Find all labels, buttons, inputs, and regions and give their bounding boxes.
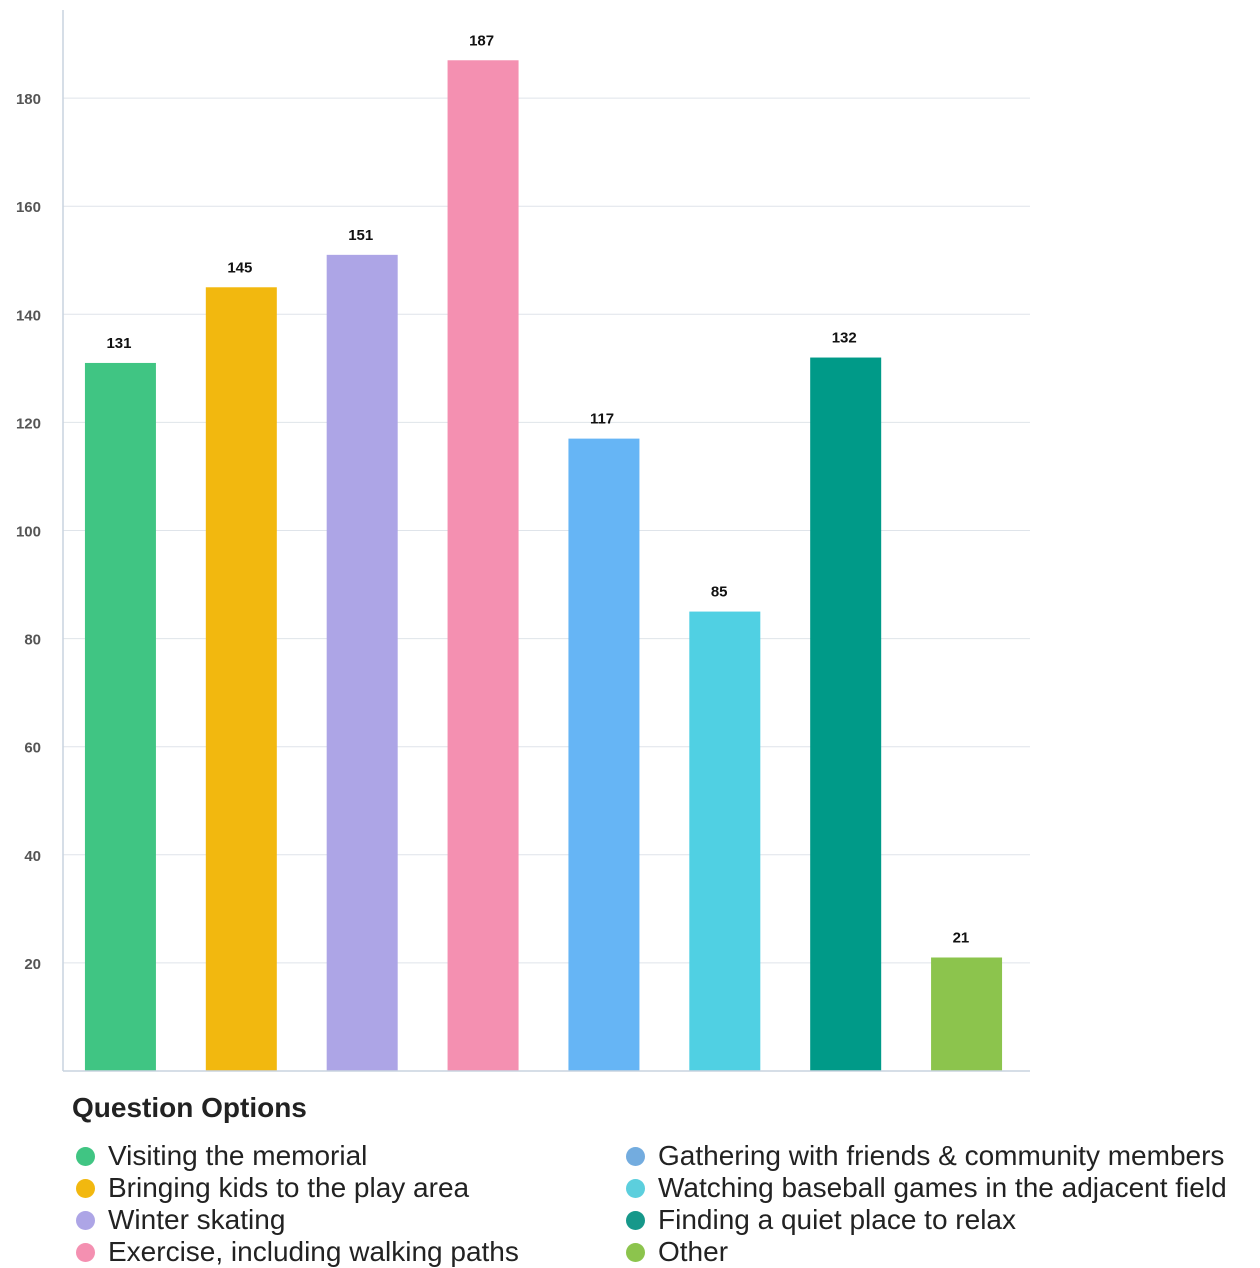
bar xyxy=(689,611,761,1071)
legend-dot-icon xyxy=(626,1242,645,1262)
bar xyxy=(84,362,156,1071)
bar xyxy=(931,957,1003,1071)
data-labels: 131 145 151 187 117 85 132 21 xyxy=(106,32,969,946)
y-tick-label: 120 xyxy=(16,415,41,432)
data-label: 85 xyxy=(711,584,728,601)
legend-dot-icon xyxy=(76,1146,95,1166)
data-label: 151 xyxy=(348,227,373,244)
y-tick-label: 40 xyxy=(24,848,41,865)
legend-item[interactable]: Exercise, including walking paths xyxy=(76,1236,519,1268)
data-label: 187 xyxy=(469,32,494,49)
legend-item[interactable]: Gathering with friends & community membe… xyxy=(626,1140,1227,1172)
legend-dot-icon xyxy=(626,1210,645,1230)
legend-dot-icon xyxy=(626,1178,645,1198)
bar xyxy=(447,60,519,1071)
y-tick-label: 100 xyxy=(16,524,41,541)
legend-item[interactable]: Other xyxy=(626,1236,1227,1268)
y-tick-label: 140 xyxy=(16,307,41,324)
y-tick-label: 60 xyxy=(24,740,41,757)
data-label: 145 xyxy=(227,259,252,276)
bar xyxy=(326,254,398,1072)
legend-dot-icon xyxy=(626,1146,645,1166)
data-label: 131 xyxy=(106,335,131,352)
bar xyxy=(810,357,882,1071)
legend-label: Exercise, including walking paths xyxy=(108,1236,519,1267)
legend-column-left: Visiting the memorial Bringing kids to th… xyxy=(76,1140,519,1268)
y-tick-label: 180 xyxy=(16,91,41,108)
legend-title: Question Options xyxy=(72,1092,307,1123)
legend-label: Bringing kids to the play area xyxy=(108,1172,470,1203)
data-label: 117 xyxy=(590,411,614,428)
y-tick-label: 20 xyxy=(24,956,41,973)
bar xyxy=(205,287,277,1071)
legend-label: Watching baseball games in the adjacent … xyxy=(658,1172,1227,1203)
legend-label: Finding a quiet place to relax xyxy=(658,1204,1016,1235)
legend-label: Other xyxy=(658,1236,729,1267)
bar xyxy=(568,438,640,1071)
data-label: 132 xyxy=(832,330,857,347)
y-tick-label: 80 xyxy=(24,632,41,649)
legend-column-right: Gathering with friends & community membe… xyxy=(626,1140,1227,1268)
legend-item[interactable]: Bringing kids to the play area xyxy=(76,1172,519,1204)
legend-item[interactable]: Watching baseball games in the adjacent … xyxy=(626,1172,1227,1204)
legend-item[interactable]: Visiting the memorial xyxy=(76,1140,519,1172)
legend-dot-icon xyxy=(76,1242,95,1262)
legend-dot-icon xyxy=(76,1210,95,1230)
legend-label: Visiting the memorial xyxy=(108,1140,368,1171)
legend-item[interactable]: Finding a quiet place to relax xyxy=(626,1204,1227,1236)
y-tick-label: 160 xyxy=(16,199,41,216)
legend-label: Gathering with friends & community membe… xyxy=(658,1140,1225,1171)
data-label: 21 xyxy=(953,929,970,946)
bars xyxy=(84,60,1003,1072)
legend-label: Winter skating xyxy=(108,1204,286,1235)
legend-dot-icon xyxy=(76,1178,95,1198)
legend-item[interactable]: Winter skating xyxy=(76,1204,519,1236)
y-axis-ticks: 20406080100120140160180200 xyxy=(16,91,41,973)
bar-chart: 20406080100120140160180200 1311451511871… xyxy=(16,10,1030,1072)
